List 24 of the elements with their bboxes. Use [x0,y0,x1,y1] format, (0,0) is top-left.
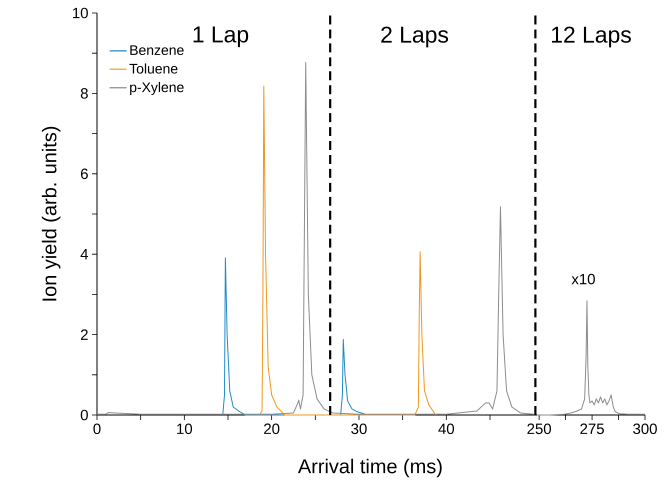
y-tick-label: 8 [80,88,88,99]
x-tick-label: 250 [527,424,551,434]
annotation: 12 Laps [552,26,631,48]
y-tick-label: 4 [80,249,88,260]
x-tick-label: 275 [580,424,604,434]
x-tick-label: 30 [351,424,367,434]
line-series [258,86,436,416]
annotation: x10 [572,274,595,284]
x-tick-label: 40 [438,424,454,434]
x-tick-label: 10 [177,424,192,434]
x-tick-label: 0 [93,424,101,434]
legend-label: Benzene [130,45,184,56]
x-tick-label: 300 [633,424,657,434]
x-tick-label: 20 [264,424,280,434]
y-tick-label: 6 [80,168,88,180]
legend-label: p-Xylene [130,82,184,95]
y-tick-label: 0 [80,410,88,420]
x-axis-title: Arrival time (ms) [298,458,442,478]
y-axis-title: Ion yield (arb. units) [42,126,60,301]
annotation: 2 Laps [381,26,448,48]
y-tick-label: 2 [80,329,88,340]
y-tick-label: 10 [73,8,88,18]
legend-label: Toluene [130,63,178,74]
annotation: 1 Lap [194,26,248,48]
